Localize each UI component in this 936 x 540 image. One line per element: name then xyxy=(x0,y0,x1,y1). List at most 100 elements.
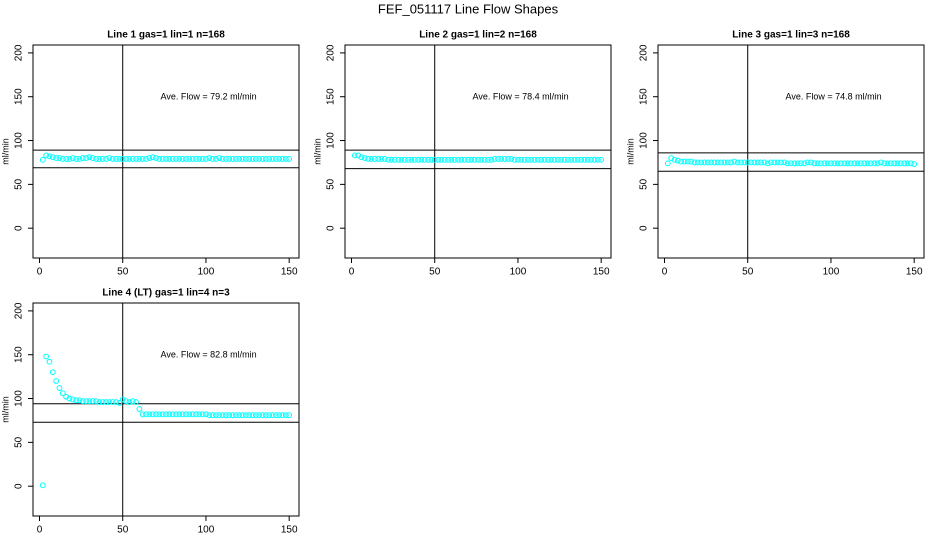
y-tick-label: 50 xyxy=(326,178,337,190)
point xyxy=(229,156,236,162)
point xyxy=(116,400,123,406)
point xyxy=(564,156,571,163)
point xyxy=(256,412,263,419)
point xyxy=(173,411,179,418)
x-tick-label: 50 xyxy=(117,267,129,278)
point xyxy=(146,155,153,161)
point xyxy=(216,412,223,419)
point xyxy=(561,156,568,163)
point xyxy=(159,411,166,418)
point xyxy=(203,156,209,162)
point xyxy=(153,155,159,161)
annotation: Ave. Flow = 78.4 ml/min xyxy=(472,92,568,102)
plot-box xyxy=(344,44,612,259)
point xyxy=(126,399,133,405)
y-tick-label: 150 xyxy=(14,88,25,105)
y-tick-label: 100 xyxy=(326,132,337,149)
panel: Line 4 (LT) gas=1 lin=4 n=3 0 50 100 150 0 50 1… xyxy=(0,288,300,536)
point xyxy=(103,399,109,405)
point xyxy=(831,160,838,167)
point xyxy=(594,156,601,163)
point xyxy=(169,156,176,162)
point xyxy=(748,159,754,166)
point xyxy=(398,156,405,163)
point xyxy=(139,411,146,418)
point xyxy=(83,398,90,405)
point xyxy=(99,399,106,405)
point xyxy=(718,159,724,166)
point xyxy=(176,411,183,418)
point xyxy=(259,156,266,162)
point xyxy=(501,156,508,162)
point xyxy=(262,156,269,162)
x-tick-label: 0 xyxy=(349,267,355,278)
panel: Line 2 gas=1 lin=2 n=168 0 50 100 150 0 50 100 1… xyxy=(312,30,612,278)
point xyxy=(734,159,741,166)
point xyxy=(848,160,854,167)
point xyxy=(166,411,173,418)
point xyxy=(781,159,788,166)
point xyxy=(505,156,511,162)
point xyxy=(279,156,286,162)
point xyxy=(59,156,66,162)
point xyxy=(116,156,123,162)
point xyxy=(239,156,246,162)
point xyxy=(391,156,398,163)
x-tick-label: 50 xyxy=(742,267,754,278)
point xyxy=(53,155,60,161)
point xyxy=(272,156,279,162)
point xyxy=(269,412,276,419)
point xyxy=(844,160,851,167)
point xyxy=(123,156,129,162)
point xyxy=(548,156,555,163)
point xyxy=(113,399,119,405)
y-tick-label: 200 xyxy=(326,44,337,61)
point xyxy=(76,397,83,404)
point xyxy=(252,412,259,419)
point xyxy=(361,155,368,161)
point xyxy=(39,482,46,489)
point xyxy=(445,156,451,163)
point xyxy=(59,390,66,397)
point xyxy=(103,156,109,162)
y-tick-label: 200 xyxy=(639,44,650,61)
point xyxy=(276,412,283,419)
point xyxy=(451,156,458,163)
point xyxy=(711,159,718,166)
point xyxy=(541,156,548,163)
point xyxy=(525,156,531,163)
point xyxy=(388,156,395,163)
point xyxy=(143,411,149,418)
point xyxy=(63,156,70,162)
point xyxy=(694,159,701,166)
point xyxy=(139,156,146,162)
point xyxy=(163,156,169,162)
panel-title: Line 3 gas=1 lin=3 n=168 xyxy=(732,30,850,41)
point xyxy=(56,155,63,161)
point xyxy=(428,156,435,163)
point xyxy=(738,159,744,166)
point xyxy=(183,411,189,418)
point xyxy=(804,159,811,166)
point xyxy=(498,156,505,162)
point xyxy=(458,156,465,163)
point xyxy=(461,156,468,163)
point xyxy=(714,159,721,166)
point xyxy=(435,156,441,163)
point xyxy=(236,156,243,162)
plot-box xyxy=(32,44,300,259)
point xyxy=(867,160,874,167)
point xyxy=(193,156,199,162)
point xyxy=(266,412,273,419)
point xyxy=(93,398,99,405)
y-axis-label: ml/min xyxy=(0,138,10,165)
point xyxy=(684,158,691,165)
point xyxy=(256,156,263,162)
point xyxy=(229,412,236,419)
y-tick-label: 0 xyxy=(326,225,337,231)
point xyxy=(558,156,565,163)
point xyxy=(236,412,243,419)
point xyxy=(704,159,711,166)
point xyxy=(199,156,206,162)
point xyxy=(431,156,438,163)
